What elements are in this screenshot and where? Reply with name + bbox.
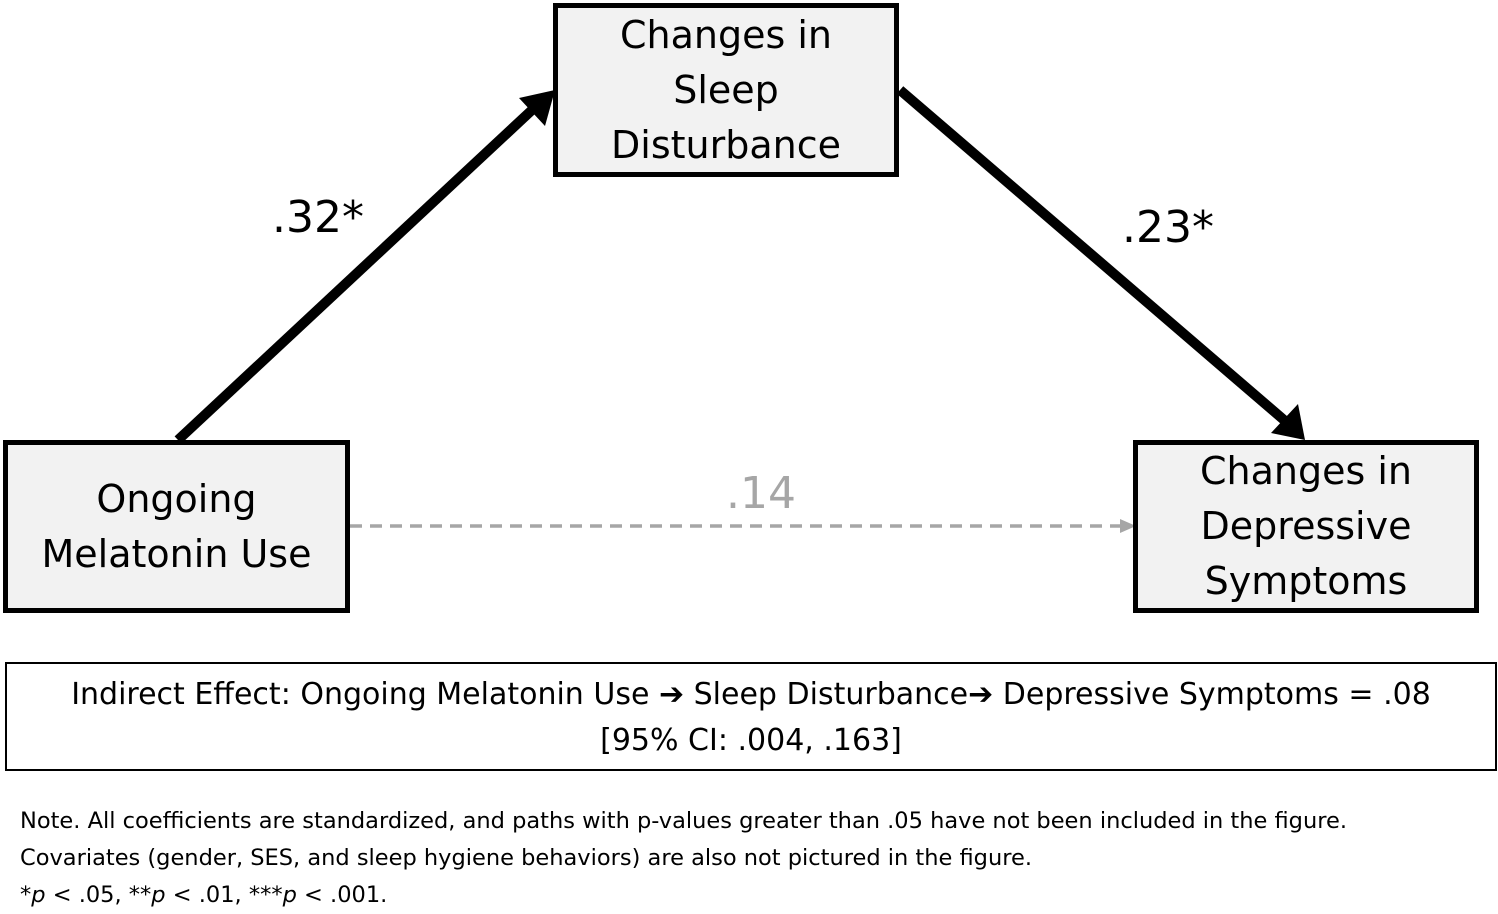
arrowhead-to-depressive — [1271, 404, 1305, 440]
node-sleep-disturbance: Changes in Sleep Disturbance — [553, 3, 899, 177]
path-melatonin-to-sleep — [174, 106, 536, 444]
node-depressive-symptoms: Changes in Depressive Symptoms — [1133, 440, 1479, 613]
arrow-right-icon: ➔ — [658, 677, 685, 712]
sig-2-p: p — [151, 882, 166, 908]
arrow-right-icon: ➔ — [968, 677, 994, 712]
sig-1-star: * — [20, 882, 32, 908]
indirect-effect-line: Indirect Effect: Ongoing Melatonin Use ➔… — [7, 672, 1495, 718]
arrowhead-to-sleep — [519, 90, 555, 126]
sig-1-rest: < .05, — [45, 882, 129, 908]
node-depressive-line-2: Depressive — [1200, 504, 1412, 548]
node-sleep-line-1: Changes in — [619, 12, 832, 57]
note-line-1: Note. All coefficients are standardized,… — [20, 808, 1347, 834]
note-significance-line: *p < .05, **p < .01, ***p < .001. — [20, 877, 1490, 914]
path-sleep-to-depressive — [896, 86, 1288, 424]
coefficient-sleep-to-depressive: .23* — [1122, 202, 1214, 253]
indirect-effect-outcome: Depressive Symptoms = .08 — [1002, 677, 1431, 712]
indirect-effect-ci: [95% CI: .004, .163] — [600, 723, 902, 758]
arrowhead-dashed-to-depressive — [1120, 519, 1136, 533]
indirect-effect-box: Indirect Effect: Ongoing Melatonin Use ➔… — [5, 662, 1497, 771]
node-depressive-line-3: Symptoms — [1204, 559, 1408, 603]
sig-3-rest: < .001. — [296, 882, 388, 908]
figure-note: Note. All coefficients are standardized,… — [20, 803, 1490, 914]
node-melatonin-line-2: Melatonin Use — [41, 531, 312, 576]
sig-2-star: ** — [128, 882, 152, 908]
coefficient-melatonin-to-depressive: .14 — [726, 468, 796, 519]
indirect-effect-prefix: Indirect Effect: Ongoing Melatonin Use — [71, 677, 650, 712]
note-line-2: Covariates (gender, SES, and sleep hygie… — [20, 845, 1032, 871]
indirect-effect-mediator: Sleep Disturbance — [693, 677, 969, 712]
node-depressive-line-1: Changes in — [1199, 449, 1412, 493]
node-sleep-line-3: Disturbance — [611, 122, 841, 167]
sig-3-p: p — [282, 882, 297, 908]
sig-1-p: p — [31, 882, 46, 908]
node-sleep-line-2: Sleep — [673, 67, 779, 112]
coefficient-melatonin-to-sleep: .32* — [272, 192, 364, 243]
sig-2-rest: < .01, — [165, 882, 249, 908]
node-melatonin-use: Ongoing Melatonin Use — [3, 440, 350, 613]
sig-3-star: *** — [248, 882, 283, 908]
node-melatonin-line-1: Ongoing — [96, 476, 257, 521]
